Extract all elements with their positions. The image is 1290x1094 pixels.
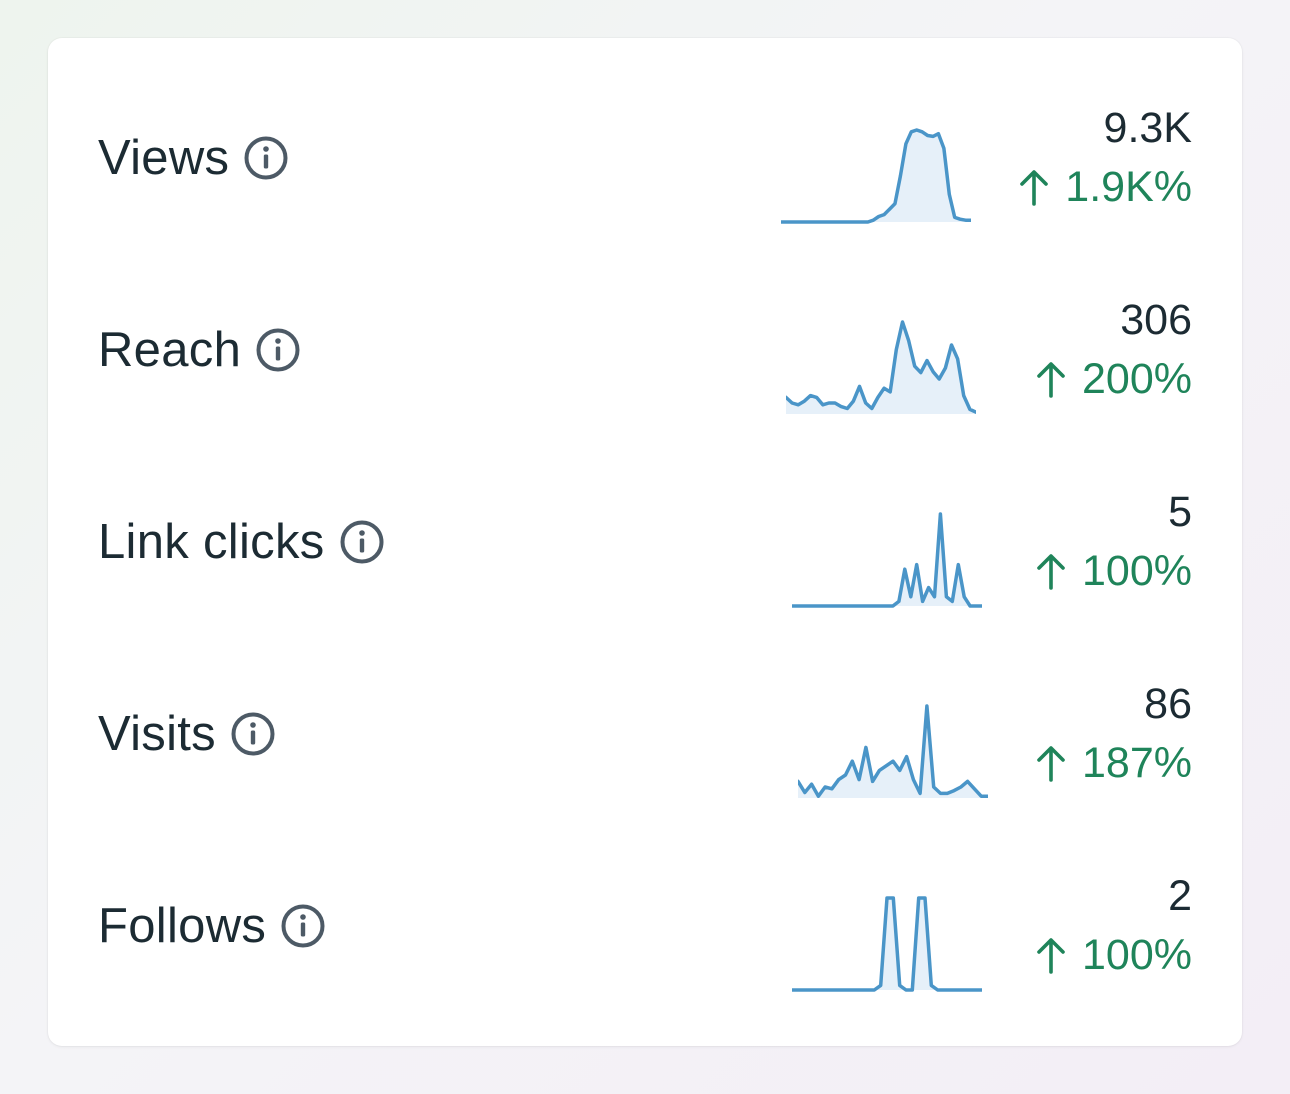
metric-change: 100% (1034, 541, 1192, 601)
insights-card: Views 9.3K 1.9K% Reach 306 200% Link (48, 38, 1242, 1046)
metric-value: 5 (1168, 488, 1192, 536)
metric-row-views[interactable]: Views 9.3K 1.9K% (48, 62, 1242, 254)
metric-values: 86 187% (1034, 675, 1192, 793)
metric-name: Visits (98, 707, 216, 761)
sparkline-area (786, 322, 976, 414)
sparkline-chart (798, 698, 988, 798)
sparkline-area (792, 898, 982, 990)
metric-name: Reach (98, 323, 242, 377)
info-icon[interactable] (280, 903, 326, 949)
info-icon[interactable] (339, 519, 385, 565)
arrow-up-icon (1037, 938, 1065, 974)
sparkline-area (781, 130, 971, 222)
metric-value: 9.3K (1103, 104, 1192, 152)
metric-label: Link clicks (98, 514, 385, 570)
arrow-up-icon (1037, 554, 1065, 590)
metric-change: 100% (1034, 925, 1192, 985)
sparkline-line (798, 706, 988, 796)
sparkline-line (792, 898, 982, 990)
metric-values: 9.3K 1.9K% (1017, 99, 1192, 217)
metric-values: 306 200% (1034, 291, 1192, 409)
metric-change: 200% (1034, 349, 1192, 409)
metric-change-value: 100% (1082, 547, 1192, 595)
info-icon[interactable] (243, 135, 289, 181)
sparkline-chart (792, 506, 982, 616)
metric-change: 1.9K% (1017, 157, 1192, 217)
sparkline-area (798, 706, 988, 798)
sparkline-line (786, 322, 976, 412)
metric-label: Reach (98, 322, 301, 378)
metric-row-reach[interactable]: Reach 306 200% (48, 254, 1242, 446)
metric-value: 2 (1168, 872, 1192, 920)
arrow-up-icon (1037, 362, 1065, 398)
metric-values: 2 100% (1034, 867, 1192, 985)
arrow-up-icon (1020, 170, 1049, 206)
metric-value: 86 (1144, 680, 1192, 728)
sparkline-chart (792, 890, 982, 1000)
metric-row-follows[interactable]: Follows 2 100% (48, 830, 1242, 1022)
info-icon[interactable] (255, 327, 301, 373)
metric-name: Views (98, 131, 230, 185)
info-icon[interactable] (230, 711, 276, 757)
sparkline-line (792, 514, 982, 606)
metric-change: 187% (1034, 733, 1192, 793)
metric-change-value: 200% (1082, 355, 1192, 403)
metric-row-visits[interactable]: Visits 86 187% (48, 638, 1242, 830)
sparkline-line (781, 130, 971, 222)
metric-value: 306 (1120, 296, 1192, 344)
metric-change-value: 187% (1082, 739, 1192, 787)
metric-label: Visits (98, 706, 276, 762)
metric-values: 5 100% (1034, 483, 1192, 601)
sparkline-chart (786, 314, 976, 414)
metric-label: Follows (98, 898, 326, 954)
metric-change-value: 1.9K% (1065, 163, 1192, 211)
arrow-up-icon (1037, 746, 1065, 782)
sparkline-chart (781, 122, 971, 232)
metric-name: Link clicks (98, 515, 325, 569)
metric-name: Follows (98, 899, 267, 953)
metric-row-link-clicks[interactable]: Link clicks 5 100% (48, 446, 1242, 638)
metric-label: Views (98, 130, 289, 186)
metric-change-value: 100% (1082, 931, 1192, 979)
